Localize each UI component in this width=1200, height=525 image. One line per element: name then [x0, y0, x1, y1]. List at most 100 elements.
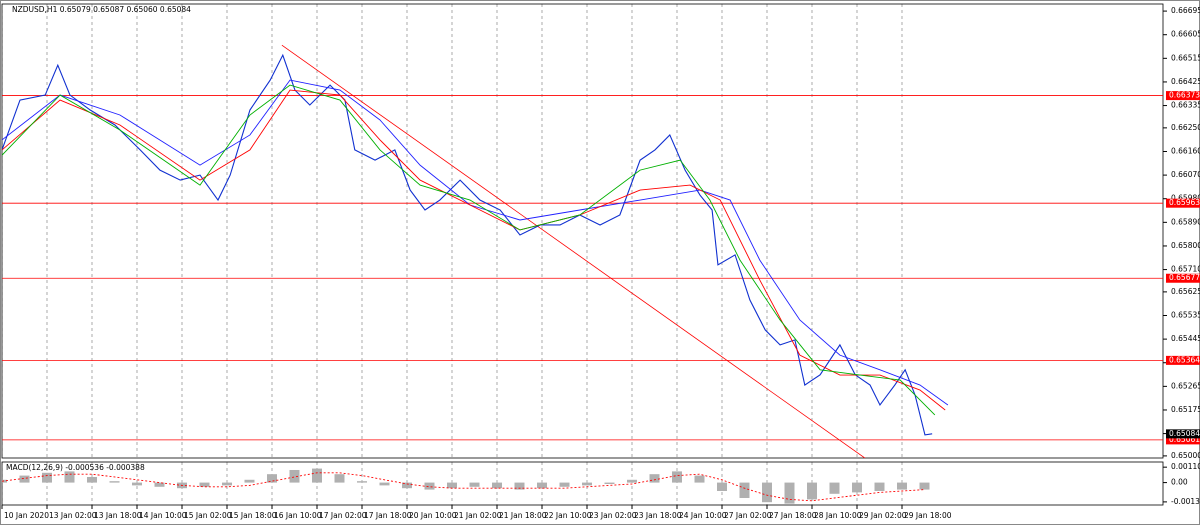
x-tick-label: 16 Jan 10:00 — [274, 511, 322, 520]
macd-bar — [87, 476, 97, 483]
y-tick-label: 0.65710 — [1171, 265, 1200, 274]
moving-average — [2, 84, 936, 416]
macd-bar — [154, 482, 165, 487]
y-tick-label: 0.65800 — [1171, 241, 1200, 250]
x-tick-label: 10 Jan 2020 — [4, 511, 49, 520]
level-label: 0.65061 — [1169, 435, 1200, 444]
x-tick-label: 21 Jan 02:00 — [454, 511, 502, 520]
macd-bar — [649, 474, 660, 483]
level-label: 0.65963 — [1169, 198, 1200, 207]
macd-bar — [897, 482, 907, 490]
x-tick-label: 21 Jan 18:00 — [499, 511, 547, 520]
macd-panel — [1, 461, 1164, 506]
y-tick-label: 0.65980 — [1171, 194, 1200, 203]
y-tick-label: 0.66070 — [1171, 170, 1200, 179]
y-tick-label: 0.65265 — [1171, 381, 1200, 390]
macd-bar — [132, 482, 142, 486]
macd-bar — [312, 468, 322, 483]
macd-bar — [244, 479, 255, 483]
y-tick-label: 0.66605 — [1171, 30, 1200, 39]
macd-bar — [919, 482, 930, 490]
price-panel — [1, 3, 1164, 459]
price-line — [2, 53, 933, 436]
x-tick-label: 23 Jan 18:00 — [634, 511, 682, 520]
x-tick-label: 29 Jan 02:00 — [859, 511, 907, 520]
macd-bar — [874, 482, 885, 491]
x-tick-label: 28 Jan 10:00 — [814, 511, 862, 520]
macd-bar — [672, 471, 682, 483]
macd-bar — [424, 482, 435, 490]
macd-bar — [19, 475, 30, 483]
x-tick-label: 29 Jan 18:00 — [904, 511, 952, 520]
macd-bar — [852, 482, 862, 493]
y-tick-label: 0.66335 — [1171, 101, 1200, 110]
moving-average — [2, 79, 949, 406]
macd-bar — [64, 471, 75, 483]
x-tick-label: 15 Jan 02:00 — [184, 511, 232, 520]
level-label: 0.65364 — [1169, 355, 1200, 364]
macd-bar — [807, 482, 817, 500]
macd-bar — [829, 482, 840, 494]
x-tick-label: 15 Jan 18:00 — [229, 511, 277, 520]
level-label: 0.66373 — [1169, 91, 1200, 100]
chart-title: NZDUSD,H1 0.65079 0.65087 0.65060 0.6508… — [12, 5, 191, 14]
macd-bar — [267, 474, 277, 483]
y-tick-label: 0.65445 — [1171, 334, 1200, 343]
y-tick-label: -0.001378 — [1171, 497, 1200, 506]
trend-line — [281, 44, 866, 458]
x-tick-label: 27 Jan 18:00 — [769, 511, 817, 520]
x-tick-label: 23 Jan 02:00 — [589, 511, 637, 520]
x-tick-label: 22 Jan 10:00 — [544, 511, 592, 520]
macd-bar — [42, 472, 52, 483]
macd-bar — [537, 482, 547, 489]
y-tick-label: 0.65625 — [1171, 287, 1200, 296]
y-tick-label: 0.001101 — [1171, 462, 1200, 471]
y-tick-label: 0.66695 — [1171, 6, 1200, 15]
macd-bar — [717, 482, 727, 491]
level-tag — [1166, 435, 1200, 445]
x-tick-label: 27 Jan 02:00 — [724, 511, 772, 520]
y-tick-label: 0.65175 — [1171, 405, 1200, 414]
level-tag — [1166, 355, 1200, 365]
macd-bar — [357, 481, 367, 483]
y-tick-label: 0.66425 — [1171, 77, 1200, 86]
y-tick-label: 0.65890 — [1171, 217, 1200, 226]
macd-bar — [2, 479, 7, 483]
level-label: 0.65677 — [1169, 273, 1200, 282]
x-tick-label: 17 Jan 18:00 — [364, 511, 412, 520]
macd-title: MACD(12,26,9) -0.000536 -0.000388 — [6, 463, 145, 472]
macd-bar — [222, 482, 232, 486]
macd-bar — [447, 482, 457, 489]
x-tick-label: 20 Jan 10:00 — [409, 511, 457, 520]
macd-bar — [627, 479, 637, 483]
macd-bar — [762, 482, 772, 503]
macd-bar — [559, 482, 570, 487]
signal-line — [2, 472, 925, 502]
level-tag — [1166, 198, 1200, 208]
macd-plot — [2, 462, 930, 505]
last-price-tag — [1166, 429, 1200, 439]
last-price-label: 0.65084 — [1169, 429, 1200, 438]
y-tick-label: 0.65535 — [1171, 311, 1200, 320]
price-plot — [2, 4, 1163, 458]
level-tag — [1166, 273, 1200, 283]
x-tick-label: 17 Jan 02:00 — [319, 511, 367, 520]
level-tag — [1166, 91, 1200, 101]
macd-bar — [514, 482, 525, 490]
x-tick-label: 14 Jan 10:00 — [139, 511, 187, 520]
macd-bar — [289, 469, 300, 483]
macd-bar — [604, 482, 615, 484]
macd-bar — [334, 474, 345, 483]
macd-bar — [694, 475, 705, 483]
macd-bar — [109, 481, 120, 483]
y-tick-label: 0.65000 — [1171, 451, 1200, 460]
macd-bar — [199, 482, 210, 487]
macd-bar — [379, 482, 390, 486]
macd-bar — [739, 482, 750, 498]
y-tick-label: 0.66250 — [1171, 123, 1200, 132]
x-tick-label: 13 Jan 02:00 — [49, 511, 97, 520]
macd-bar — [492, 482, 502, 489]
